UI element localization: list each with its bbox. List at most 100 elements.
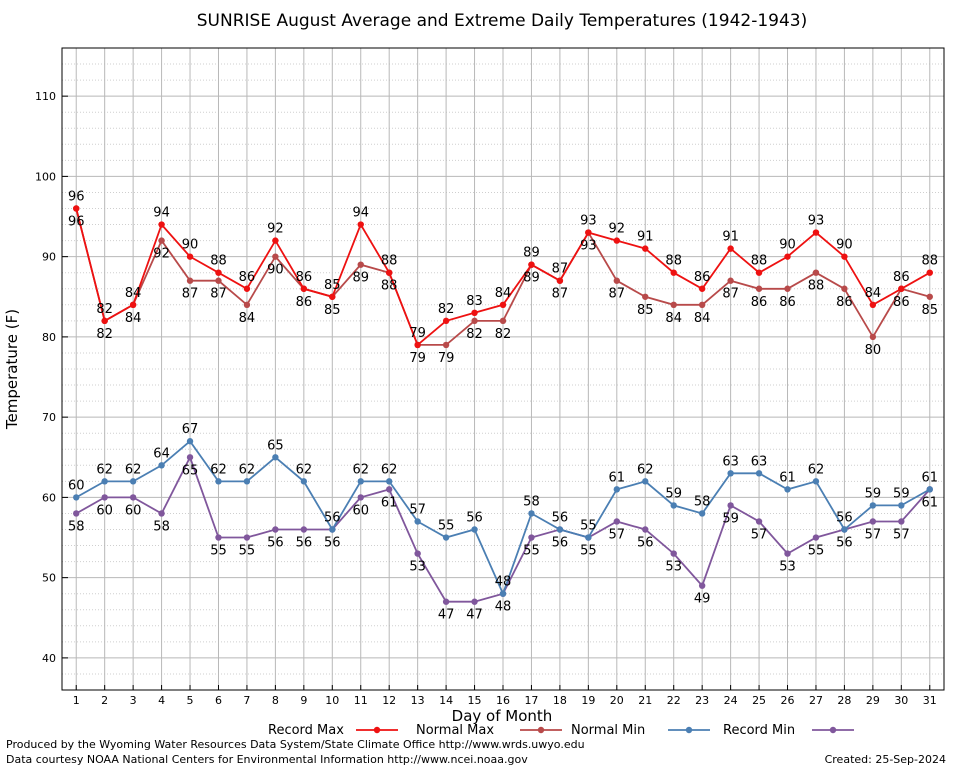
data-label: 84	[239, 311, 256, 326]
data-label: 86	[893, 270, 910, 285]
data-point	[755, 470, 763, 477]
legend-swatch-marker	[685, 726, 693, 734]
data-point	[243, 301, 251, 308]
data-label: 94	[352, 206, 369, 221]
data-point	[272, 237, 279, 244]
data-label: 80	[865, 343, 882, 358]
x-tick-label: 31	[923, 694, 937, 707]
data-label: 85	[324, 278, 341, 293]
data-label: 79	[409, 351, 426, 366]
x-tick-label: 13	[411, 694, 425, 707]
data-point	[73, 494, 80, 501]
y-tick-label: 110	[35, 90, 56, 103]
data-point	[471, 526, 478, 533]
data-point	[73, 510, 80, 517]
data-point	[300, 526, 308, 533]
data-label: 61	[922, 470, 939, 485]
data-point	[613, 237, 621, 244]
data-point	[215, 478, 222, 485]
x-tick-label: 4	[158, 694, 165, 707]
data-label: 86	[694, 270, 711, 285]
data-label: 84	[125, 311, 142, 326]
data-point	[357, 478, 364, 485]
data-point	[613, 277, 621, 284]
data-point	[357, 221, 364, 228]
data-label: 61	[779, 470, 796, 485]
data-point	[755, 518, 763, 525]
data-label: 82	[438, 302, 455, 317]
data-label: 53	[665, 560, 682, 575]
data-point	[869, 502, 877, 509]
data-label: 55	[580, 544, 597, 559]
data-point	[329, 526, 336, 533]
data-label: 88	[665, 254, 682, 269]
data-point	[129, 494, 137, 501]
data-label: 56	[552, 536, 569, 551]
data-label: 58	[523, 494, 540, 509]
data-point	[642, 293, 649, 300]
data-point	[642, 478, 649, 485]
data-point	[727, 502, 734, 509]
data-point	[385, 269, 393, 276]
data-label: 79	[409, 326, 426, 341]
data-label: 93	[808, 214, 825, 229]
data-point	[357, 261, 364, 268]
data-label: 94	[153, 206, 170, 221]
data-point	[585, 534, 592, 541]
data-label: 86	[893, 295, 910, 310]
x-tick-label: 3	[130, 694, 137, 707]
footer-credit: Produced by the Wyoming Water Resources …	[6, 738, 585, 751]
x-tick-label: 7	[243, 694, 250, 707]
data-label: 48	[495, 600, 512, 615]
x-axis-label: Day of Month	[452, 707, 553, 725]
data-point	[698, 510, 706, 517]
data-label: 55	[580, 519, 597, 534]
data-point	[101, 478, 108, 485]
x-tick-label: 25	[752, 694, 766, 707]
data-label: 82	[495, 327, 512, 342]
data-label: 59	[665, 486, 682, 501]
legend-swatch-marker	[537, 726, 545, 734]
data-point	[442, 341, 450, 349]
data-label: 59	[865, 486, 882, 501]
data-label: 62	[125, 462, 142, 477]
x-tick-label: 28	[837, 694, 851, 707]
chart-title: SUNRISE August Average and Extreme Daily…	[197, 11, 807, 31]
data-point	[556, 526, 564, 533]
data-label: 84	[665, 311, 682, 326]
data-label: 89	[523, 271, 540, 286]
data-point	[613, 518, 621, 525]
data-label: 89	[352, 271, 369, 286]
data-label: 62	[637, 462, 654, 477]
data-point	[898, 518, 905, 525]
data-label: 91	[637, 230, 654, 245]
data-point	[215, 269, 222, 276]
data-label: 90	[267, 263, 284, 278]
data-label: 55	[239, 544, 256, 559]
data-point	[528, 261, 535, 268]
data-label: 56	[324, 536, 341, 551]
legend-label: Record Max	[268, 723, 344, 738]
x-tick-label: 5	[187, 694, 194, 707]
data-label: 60	[68, 478, 85, 493]
data-point	[898, 502, 905, 509]
x-tick-label: 9	[300, 694, 307, 707]
data-point	[471, 309, 478, 317]
x-tick-label: 2	[101, 694, 108, 707]
data-label: 59	[893, 486, 910, 501]
x-tick-label: 19	[581, 694, 595, 707]
data-point	[186, 253, 194, 260]
legend-label: Normal Min	[571, 723, 645, 738]
data-label: 82	[96, 302, 113, 317]
data-point	[414, 518, 421, 525]
data-point	[585, 229, 592, 236]
data-point	[414, 550, 421, 557]
data-label: 57	[751, 527, 768, 542]
data-point	[385, 486, 393, 493]
legend-swatch-marker	[373, 726, 381, 734]
data-label: 56	[324, 511, 341, 526]
data-label: 88	[808, 279, 825, 294]
data-label: 55	[808, 544, 825, 559]
data-point	[812, 534, 820, 541]
